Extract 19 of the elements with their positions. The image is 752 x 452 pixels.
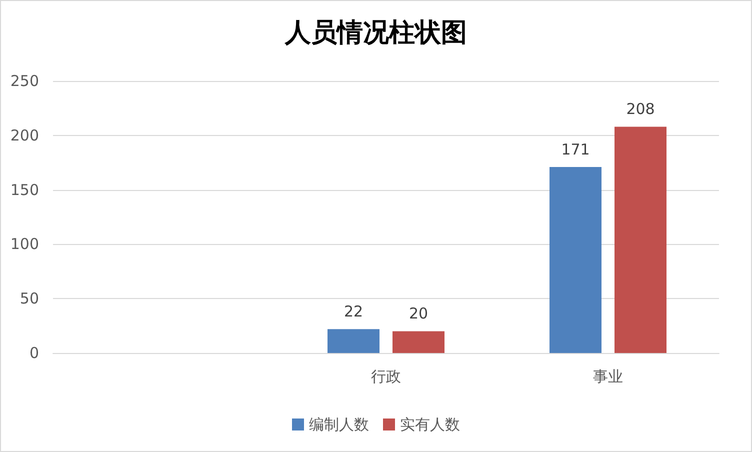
bar xyxy=(328,329,380,353)
y-tick-label: 200 xyxy=(10,126,39,144)
bar xyxy=(550,166,602,353)
chart-title: 人员情况柱状图 xyxy=(284,18,467,48)
data-label: 20 xyxy=(408,304,428,323)
legend-label: 实有人数 xyxy=(400,416,460,434)
data-label: 171 xyxy=(561,140,590,158)
x-tick-label: 事业 xyxy=(593,368,623,386)
bar xyxy=(392,331,444,353)
y-tick-label: 150 xyxy=(10,180,39,199)
y-tick-label: 250 xyxy=(10,72,39,90)
y-tick-label: 100 xyxy=(10,235,39,254)
data-label: 22 xyxy=(344,302,364,321)
y-tick-label: 0 xyxy=(29,344,39,362)
y-tick-label: 50 xyxy=(20,290,39,308)
bar xyxy=(614,126,666,353)
legend-label: 编制人数 xyxy=(309,416,369,434)
data-label: 208 xyxy=(626,100,655,118)
x-tick-label: 行政 xyxy=(371,368,401,386)
